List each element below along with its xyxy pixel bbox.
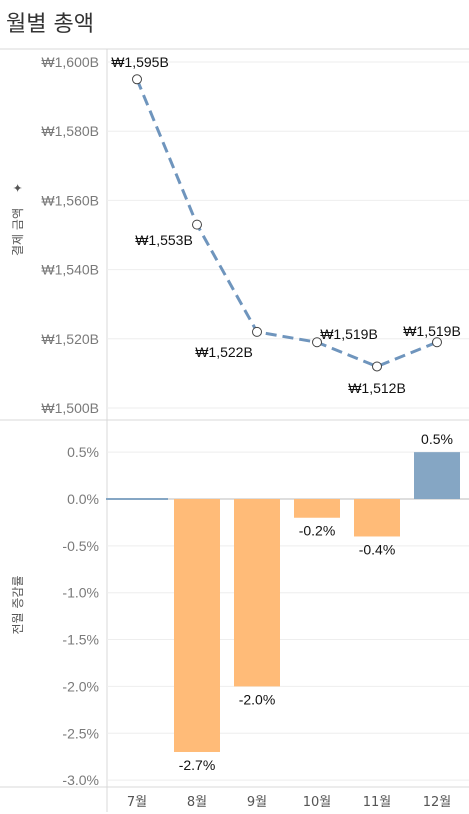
line-point <box>432 337 442 348</box>
line-y-tick-label: ₩1,520B <box>41 331 99 347</box>
line-point <box>132 74 142 85</box>
bar-y-tick-label: 0.0% <box>67 491 99 507</box>
line-point <box>192 219 202 230</box>
x-tick-label: 12월 <box>423 795 452 810</box>
line-y-tick-label: ₩1,560B <box>41 192 99 208</box>
line-data-label: ₩1,522B <box>195 344 253 360</box>
bar <box>354 499 400 537</box>
bar-y-tick-label: -1.5% <box>62 632 99 648</box>
bar-data-label: -2.7% <box>179 757 216 773</box>
bar-data-label: 0.5% <box>421 431 453 447</box>
bar-y-tick-label: -2.0% <box>62 678 99 694</box>
bar-y-tick-label: -3.0% <box>62 772 99 788</box>
x-tick-label: 7월 <box>127 795 147 810</box>
line-point <box>372 361 382 372</box>
x-tick-label: 11월 <box>363 795 392 810</box>
line-y-tick-label: ₩1,540B <box>41 262 99 278</box>
bar-y-tick-label: -2.5% <box>62 725 99 741</box>
bar-data-label: -0.4% <box>359 541 396 557</box>
bar <box>174 499 220 752</box>
line-point <box>312 337 322 348</box>
bar-y-axis-title: 전월 증감률 <box>11 575 25 634</box>
line-series <box>135 78 438 368</box>
x-tick-label: 10월 <box>303 795 332 810</box>
line-point <box>252 326 262 337</box>
chart-title: 월별 총액 <box>6 12 94 37</box>
line-data-label: ₩1,512B <box>348 380 406 396</box>
line-y-tick-label: ₩1,580B <box>41 123 99 139</box>
bar <box>234 499 280 687</box>
line-data-label: ₩1,553B <box>135 232 193 248</box>
x-tick-label: 9월 <box>247 795 267 810</box>
line-y-tick-label: ₩1,600B <box>41 54 99 70</box>
bar-data-label: -0.2% <box>299 523 336 539</box>
x-tick-label: 8월 <box>187 795 207 810</box>
bar-y-tick-label: -0.5% <box>62 538 99 554</box>
bar-y-tick-label: -1.0% <box>62 585 99 601</box>
line-data-label: ₩1,595B <box>111 54 169 70</box>
bar <box>414 452 460 499</box>
bar-y-tick-label: 0.5% <box>67 444 99 460</box>
pin-icon: ✦ <box>11 183 25 193</box>
bar-data-label: -2.0% <box>239 691 276 707</box>
line-data-label: ₩1,519B <box>403 323 461 339</box>
line-data-label: ₩1,519B <box>320 326 378 342</box>
line-y-axis-title: 결제 금액 <box>11 208 25 256</box>
bar <box>294 499 340 518</box>
line-y-tick-label: ₩1,500B <box>41 400 99 416</box>
